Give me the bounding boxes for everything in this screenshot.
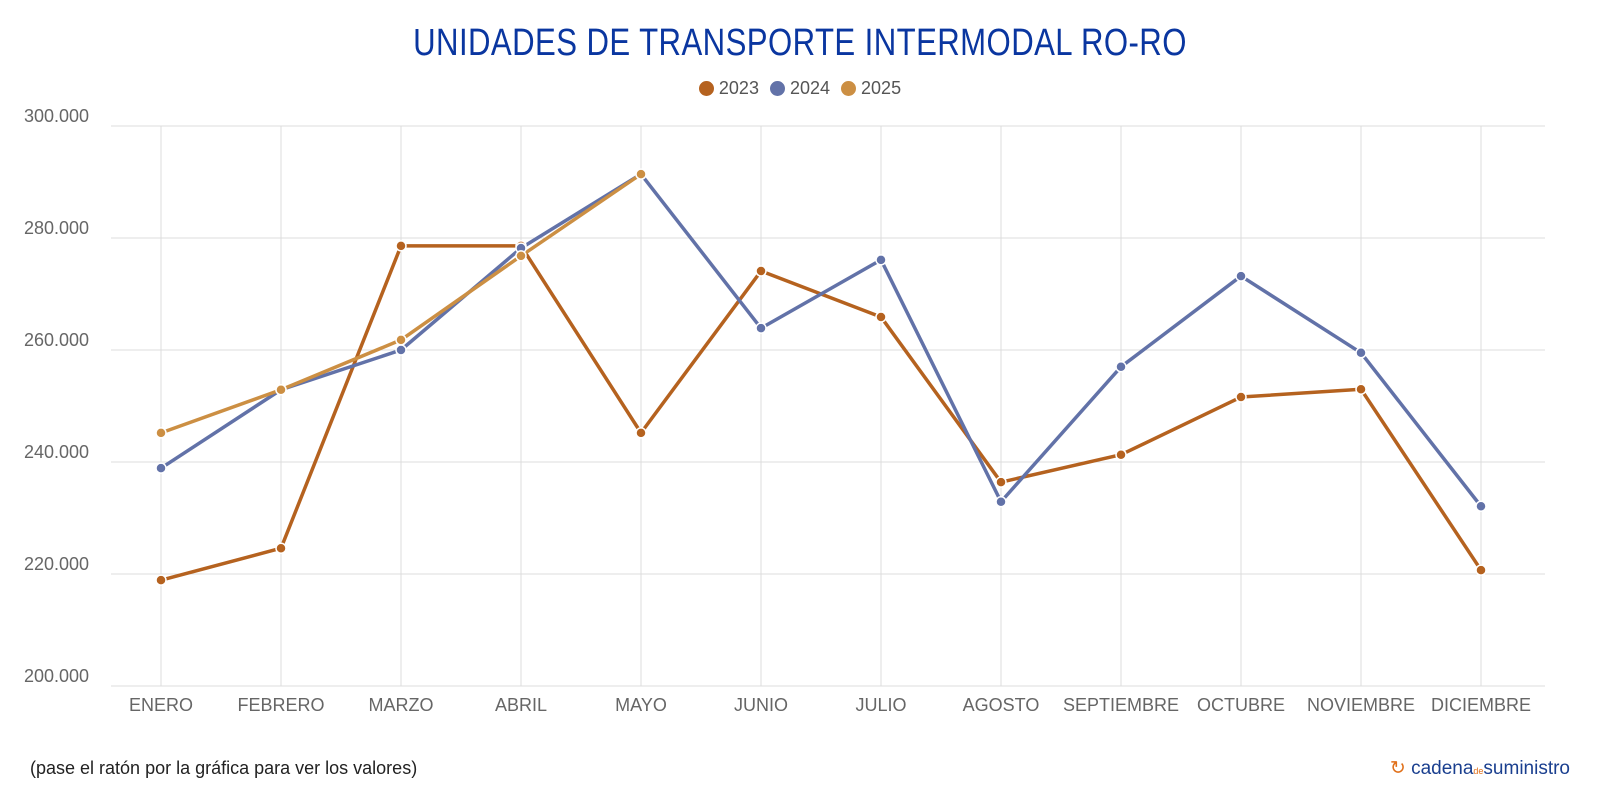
y-tick-label: 260.000	[24, 330, 89, 350]
data-point-2023[interactable]	[1355, 383, 1367, 395]
legend-label: 2023	[718, 78, 759, 98]
x-tick-label: JULIO	[855, 695, 906, 715]
y-tick-label: 300.000	[24, 106, 89, 126]
y-tick-label: 240.000	[24, 442, 89, 462]
x-tick-label: FEBRERO	[237, 695, 324, 715]
x-tick-label: NOVIEMBRE	[1307, 695, 1415, 715]
legend-item-2023[interactable]: 2023	[698, 78, 759, 99]
data-point-2023[interactable]	[755, 265, 767, 277]
y-tick-label: 220.000	[24, 554, 89, 574]
legend-dot-icon	[841, 81, 857, 96]
legend-item-2025[interactable]: 2025	[841, 78, 901, 99]
legend-label: 2025	[861, 78, 902, 98]
x-tick-label: AGOSTO	[963, 695, 1040, 715]
legend-label: 2024	[789, 78, 831, 98]
logo: ↻ cadenadesuministro	[1390, 757, 1570, 780]
data-point-2024[interactable]	[995, 496, 1007, 508]
data-point-2023[interactable]	[875, 311, 887, 323]
y-tick-label: 280.000	[24, 218, 89, 238]
data-point-2023[interactable]	[1115, 448, 1127, 461]
x-tick-label: ENERO	[129, 695, 193, 715]
data-point-2025[interactable]	[275, 384, 287, 396]
y-tick-label: 200.000	[24, 666, 89, 686]
legend: 2023 2024 2025	[0, 78, 1600, 99]
data-point-2024[interactable]	[1115, 361, 1127, 373]
data-point-2023[interactable]	[275, 542, 287, 554]
series-line-2024	[160, 172, 1483, 508]
legend-dot-icon	[769, 81, 785, 96]
data-point-2023[interactable]	[1235, 391, 1247, 403]
data-point-2024[interactable]	[755, 322, 767, 334]
data-point-2024[interactable]	[1475, 500, 1487, 512]
hover-hint: (pase el ratón por la gráfica para ver l…	[30, 758, 418, 778]
data-point-2024[interactable]	[1235, 270, 1247, 282]
chart-title: UNIDADES DE TRANSPORTE INTERMODAL RO-RO	[413, 22, 1187, 64]
data-point-2023[interactable]	[1475, 564, 1487, 576]
legend-item-2024[interactable]: 2024	[769, 78, 831, 99]
data-point-2024[interactable]	[155, 462, 167, 474]
x-tick-label: MAYO	[615, 695, 667, 715]
logo-text: cadena	[1411, 758, 1474, 779]
data-point-2025[interactable]	[515, 250, 527, 262]
logo-text: de	[1473, 766, 1484, 776]
data-point-2023[interactable]	[395, 240, 407, 252]
data-point-2024[interactable]	[875, 254, 887, 266]
x-tick-label: JUNIO	[734, 695, 788, 715]
logo-text: suministro	[1483, 758, 1570, 779]
data-point-2023[interactable]	[155, 574, 167, 586]
data-point-2023[interactable]	[635, 427, 647, 439]
x-tick-label: ABRIL	[495, 695, 547, 715]
legend-dot-icon	[698, 81, 714, 96]
data-point-2023[interactable]	[995, 476, 1007, 488]
data-point-2025[interactable]	[635, 168, 647, 180]
x-tick-label: SEPTIEMBRE	[1063, 695, 1179, 715]
data-point-2025[interactable]	[155, 427, 167, 439]
x-tick-label: MARZO	[369, 695, 434, 715]
data-point-2024[interactable]	[395, 344, 407, 356]
x-tick-label: DICIEMBRE	[1431, 695, 1531, 715]
logo-icon: ↻	[1389, 758, 1406, 779]
data-point-2025[interactable]	[395, 334, 407, 346]
data-point-2024[interactable]	[1355, 347, 1367, 359]
x-tick-label: OCTUBRE	[1197, 695, 1285, 715]
